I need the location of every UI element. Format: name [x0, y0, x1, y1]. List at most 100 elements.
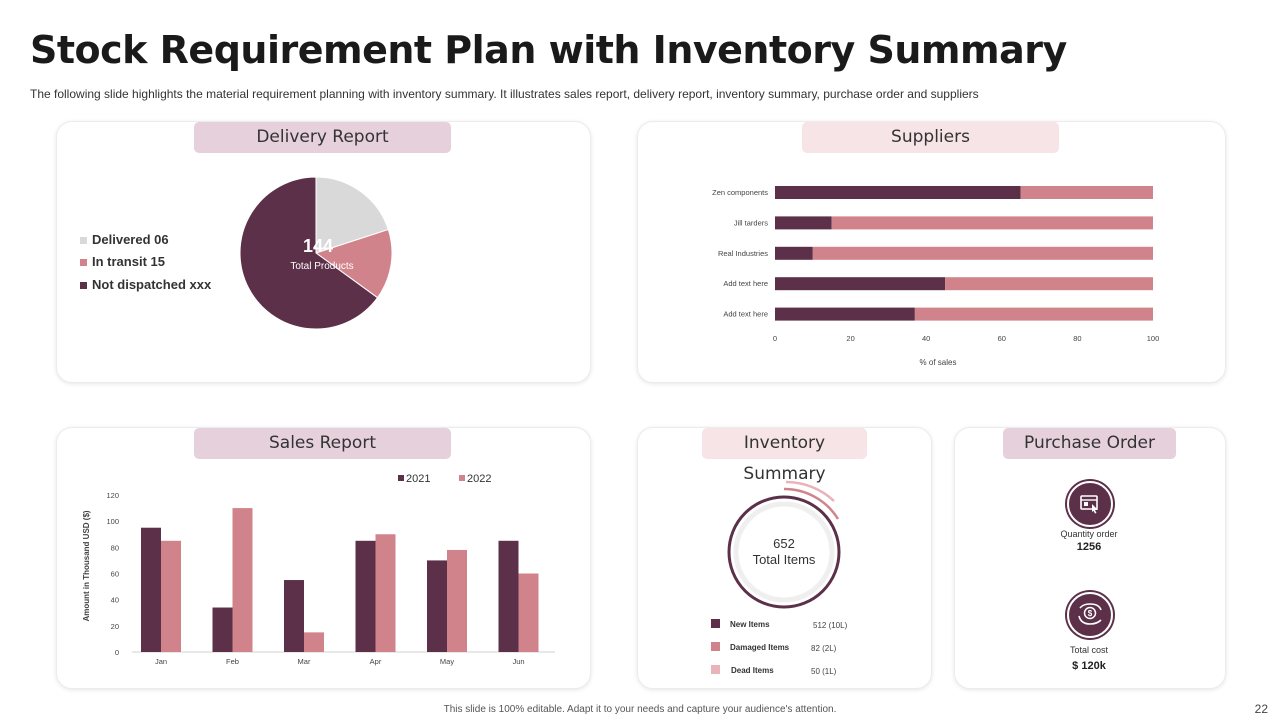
sales-bar-may-2022 [447, 549, 467, 652]
sales-bar-feb-2022 [232, 508, 253, 652]
sales-bar-apr-2022 [375, 534, 396, 652]
supplier-bar-3-segment-1 [775, 277, 946, 291]
sales-y-axis-label: Amount in Thousand USD ($) [82, 510, 91, 621]
pie-center-value: 144 [303, 236, 333, 256]
page-number: 22 [1254, 702, 1268, 716]
supplier-label-3: Add text here [723, 279, 768, 288]
sales-bar-mar-2022 [304, 632, 324, 652]
quantity-order-value: 1256 [1076, 541, 1102, 553]
supplier-bar-1-segment-1 [775, 216, 832, 230]
inventory-swatch-dead [711, 665, 720, 674]
sales-bar-feb-2021 [212, 607, 233, 652]
delivery-legend-delivered: Delivered 06 [80, 232, 169, 247]
sales-bar-jun-2022 [518, 573, 539, 652]
page-subtitle: The following slide highlights the mater… [30, 87, 979, 101]
delivery-report-heading: Delivery Report [194, 122, 451, 153]
suppliers-bar-chart: Zen components Jill tarders Real Industrie… [712, 186, 1160, 367]
sales-x-tick-mar: Mar [298, 657, 311, 666]
money-hand-icon-glyph: $ [1078, 603, 1102, 625]
suppliers-x-axis-label: % of sales [920, 358, 957, 367]
sales-y-tick: 0 [115, 648, 119, 657]
sales-x-tick-apr: Apr [370, 657, 382, 666]
sales-report-heading: Sales Report [194, 428, 451, 459]
supplier-x-tick: 60 [998, 334, 1006, 343]
supplier-x-tick: 80 [1073, 334, 1081, 343]
inventory-total-label: Total Items [753, 552, 816, 567]
inventory-label-damaged: Damaged Items [730, 643, 790, 652]
inventory-summary-heading: Inventory Summary [702, 428, 867, 484]
footer-note: This slide is 100% editable. Adapt it to… [443, 704, 837, 715]
inventory-arc-1 [783, 487, 840, 520]
sales-bar-apr-2021 [355, 540, 376, 652]
sales-y-tick: 40 [111, 596, 119, 605]
pie-center-label: Total Products [290, 261, 353, 272]
supplier-label-4: Add text here [723, 310, 768, 319]
supplier-bar-0-segment-1 [775, 186, 1021, 199]
legend-swatch-not-dispatched [80, 282, 87, 290]
sales-y-tick: 20 [111, 622, 119, 631]
supplier-bar-4-segment-2 [914, 307, 1153, 321]
sales-x-tick-jun: Jun [512, 657, 524, 666]
sales-legend-2022: 2022 [467, 473, 491, 485]
delivery-legend-in-transit: In transit 15 [80, 254, 165, 269]
order-form-icon [1067, 481, 1113, 527]
sales-legend-2021: 2021 [406, 473, 430, 485]
inventory-value-new: 512 (10L) [813, 621, 848, 630]
inventory-value-dead: 50 (1L) [811, 667, 837, 676]
quantity-order-label: Quantity order [1060, 529, 1118, 539]
inventory-swatch-damaged [711, 642, 720, 651]
supplier-x-tick: 100 [1147, 334, 1160, 343]
sales-y-tick: 100 [106, 517, 119, 526]
total-cost-label: Total cost [1069, 645, 1109, 655]
supplier-label-1: Jill tarders [734, 218, 768, 227]
pie-slice-not-dispatched [239, 176, 379, 330]
inventory-ring-inner [733, 501, 835, 603]
supplier-label-2: Real Industries [718, 249, 768, 258]
inventory-label-dead: Dead Items [731, 666, 774, 675]
sales-bar-jun-2021 [498, 540, 519, 652]
supplier-bar-3-segment-2 [945, 277, 1153, 291]
supplier-bar-2-segment-2 [812, 246, 1153, 260]
pie-slice-delivered [315, 176, 389, 254]
supplier-bar-1-segment-2 [831, 216, 1153, 230]
sales-x-tick-jan: Jan [155, 657, 167, 666]
inventory-ring-graphic: 652 Total Items [727, 480, 841, 609]
supplier-label-0: Zen components [712, 188, 768, 197]
purchase-order-card [954, 427, 1226, 689]
sales-y-tick: 60 [111, 570, 119, 579]
sales-x-tick-may: May [440, 657, 454, 666]
sales-bar-chart: 2021 2022 Amount in Thousand USD ($) 0 20… [82, 473, 555, 666]
legend-label-in-transit: In transit 15 [92, 254, 165, 269]
legend-swatch-delivered [80, 237, 87, 245]
sales-bar-jan-2022 [161, 540, 181, 652]
inventory-swatch-new [711, 619, 720, 628]
sales-x-tick-feb: Feb [226, 657, 239, 666]
total-cost-value: $ 120k [1072, 660, 1106, 672]
inventory-arc-2 [785, 480, 835, 502]
legend-label-not-dispatched: Not dispatched xxx [92, 277, 212, 292]
inventory-ring-outer [727, 495, 841, 609]
inventory-value-damaged: 82 (2L) [811, 644, 837, 653]
supplier-bar-2-segment-1 [775, 246, 813, 260]
sales-bar-jan-2021 [141, 527, 161, 652]
purchase-order-heading: Purchase Order [1003, 428, 1176, 459]
inventory-total-value: 652 [773, 536, 795, 551]
sales-y-tick: 120 [106, 491, 119, 500]
delivery-pie-chart: 144 Total Products [239, 176, 393, 330]
supplier-bar-0-segment-2 [1020, 186, 1153, 199]
svg-text:$: $ [1088, 609, 1093, 618]
sales-legend-swatch-2021 [398, 475, 404, 481]
suppliers-heading: Suppliers [802, 122, 1059, 153]
sales-y-tick: 80 [111, 543, 119, 552]
money-hand-icon: $ [1067, 592, 1113, 638]
supplier-bar-4-segment-1 [775, 307, 915, 321]
pie-slice-in-transit [314, 228, 393, 299]
inventory-legend: New Items 512 (10L) Damaged Items 82 (2L… [711, 619, 848, 676]
legend-label-delivered: Delivered 06 [92, 232, 169, 247]
delivery-legend-not-dispatched: Not dispatched xxx [80, 277, 211, 292]
page-title: Stock Requirement Plan with Inventory Su… [30, 28, 1067, 72]
legend-swatch-in-transit [80, 259, 87, 267]
supplier-x-tick: 0 [773, 334, 777, 343]
sales-bar-may-2021 [427, 560, 447, 652]
supplier-x-tick: 20 [846, 334, 854, 343]
